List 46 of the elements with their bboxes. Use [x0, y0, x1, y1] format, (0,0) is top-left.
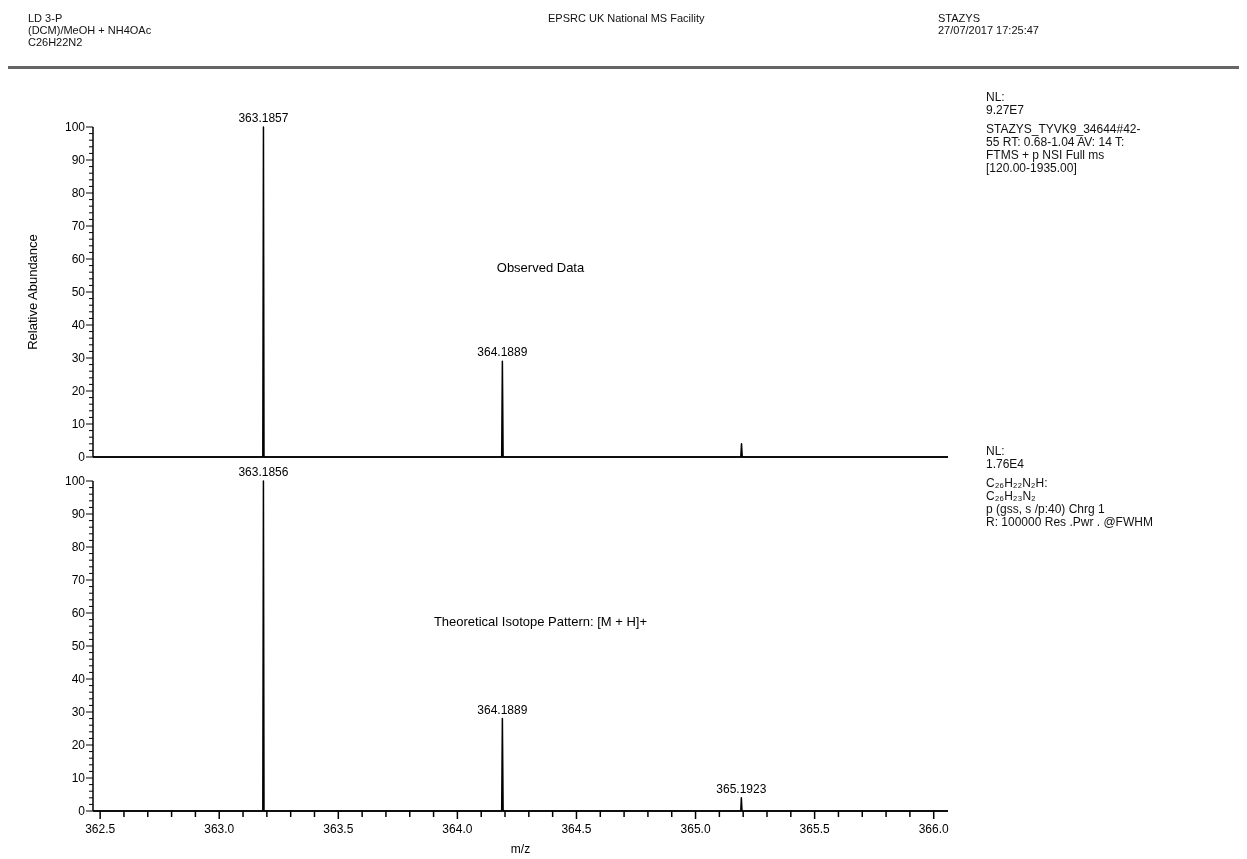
text: NL: 1.76E4: [986, 444, 1025, 471]
y-tick-label: 80: [71, 186, 86, 200]
x-tick-label: 364.5: [561, 822, 592, 836]
x-tick-label: 366.0: [918, 822, 950, 836]
text: EPSRC UK National MS Facility: [548, 12, 705, 24]
x-tick-label: 362.5: [85, 822, 116, 836]
x-tick-label: 363.0: [204, 822, 235, 836]
text: STAZYS 27/07/2017 17:25:47: [938, 12, 1039, 36]
text: C₂₆H₂₂N₂H: C₂₆H₂₃N₂ p (gss, s /p:40) Chrg 1 R: 100000 Res .Pwr . @FWHM: [986, 476, 1153, 529]
y-tick-label: 60: [71, 606, 86, 620]
x-tick-label: 365.0: [680, 822, 711, 836]
y-tick-label: 70: [71, 219, 86, 233]
x-tick-label: 365.5: [799, 822, 830, 836]
y-tick-label: 40: [71, 672, 86, 686]
y-tick-label: 90: [71, 153, 86, 167]
annotation: 365.1923: [716, 781, 767, 796]
annotation: 363.1856: [238, 465, 289, 479]
y-axis-title: Relative Abundance: [25, 234, 40, 350]
y-tick-label: 0: [78, 450, 86, 464]
y-tick-label: 10: [71, 417, 86, 431]
annotation: 364.1889: [477, 345, 528, 360]
text: LD 3-P (DCM)/MeOH + NH4OAc C26H22N2: [28, 12, 152, 48]
text: NL: 9.27E7: [986, 90, 1025, 117]
y-tick-label: 30: [71, 351, 86, 365]
y-tick-label: 50: [71, 285, 86, 299]
y-tick-label: 20: [71, 384, 86, 398]
x-tick-label: 363.5: [323, 822, 354, 836]
y-tick-label: 70: [71, 573, 86, 587]
x-tick-label: 364.0: [442, 822, 473, 836]
y-tick-label: 0: [78, 804, 86, 818]
y-tick-label: 30: [71, 705, 86, 719]
y-tick-label: 80: [71, 540, 86, 554]
text: Observed Data: [496, 260, 585, 275]
y-tick-label: 10: [71, 771, 86, 785]
y-tick-label: 100: [64, 474, 86, 488]
text: Theoretical Isotope Pattern: [M + H]+: [433, 614, 648, 629]
y-tick-label: 40: [71, 318, 86, 332]
y-tick-label: 50: [71, 639, 86, 653]
annotation: 363.1857: [238, 111, 289, 125]
y-tick-label: 20: [71, 738, 86, 752]
x-axis-title: m/z: [510, 842, 531, 856]
y-tick-label: 60: [71, 252, 86, 266]
annotation: 364.1889: [477, 702, 528, 717]
text: STAZYS_TYVK9_34644#42- 55 RT: 0.68-1.04 AV: 14 T: FTMS + p NSI Full ms [120.00-1935.00]: [986, 122, 1141, 175]
y-tick-label: 100: [64, 120, 86, 134]
y-tick-label: 90: [71, 507, 86, 521]
